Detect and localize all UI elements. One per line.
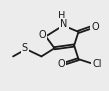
Text: O: O (91, 22, 99, 32)
Text: S: S (22, 43, 28, 53)
Text: O: O (57, 59, 65, 69)
Text: N: N (60, 19, 67, 29)
Text: Cl: Cl (92, 59, 102, 69)
Text: O: O (38, 30, 46, 40)
Text: H: H (58, 11, 65, 21)
